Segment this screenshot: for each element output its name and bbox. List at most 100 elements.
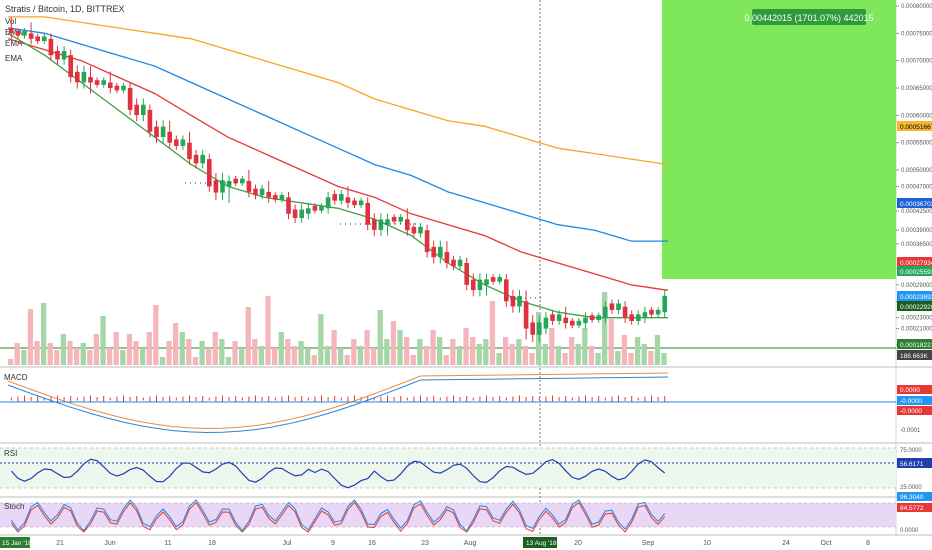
candle-body — [35, 36, 41, 42]
price-tick-label: 0.00050000 — [901, 168, 932, 174]
candle-body — [411, 226, 417, 234]
candle-body — [583, 317, 588, 324]
candle-body — [332, 194, 338, 201]
candle-body — [497, 277, 503, 282]
candle-body — [418, 226, 423, 234]
volume-bar — [503, 337, 509, 365]
candle-body — [490, 277, 496, 282]
candle-body — [622, 306, 628, 318]
volume-bar — [390, 321, 397, 365]
volume-bar — [608, 319, 614, 365]
candle-body — [649, 309, 654, 315]
price-badge-text: 0.00051667 — [900, 124, 932, 131]
price-tick-label: 0.00036500 — [901, 242, 932, 248]
candle-body — [15, 31, 21, 36]
volume-bar — [272, 348, 278, 365]
candle-body — [437, 246, 443, 258]
volume-bar — [291, 346, 298, 365]
volume-bar — [324, 346, 331, 365]
candle-body — [94, 80, 100, 85]
volume-bar — [140, 348, 146, 365]
time-tick-label: 11 — [164, 540, 171, 547]
candle-body — [180, 139, 186, 146]
volume-bar — [542, 344, 548, 365]
volume-bar — [588, 346, 595, 365]
candle-body — [127, 88, 133, 110]
svg-text:-0.0000: -0.0000 — [900, 408, 922, 415]
price-badge-text: 0.00023892 — [900, 294, 932, 301]
volume-bar — [430, 330, 436, 365]
time-tick-label: 18 — [208, 540, 216, 547]
volume-bar — [417, 339, 423, 365]
volume-bar — [126, 334, 133, 365]
price-badge-bg — [897, 301, 932, 311]
candle-body — [444, 252, 450, 263]
candle-body — [510, 296, 516, 307]
candle-body — [312, 205, 318, 211]
volume-bar — [470, 337, 476, 365]
candle-body — [246, 180, 252, 192]
volume-bar — [258, 346, 265, 365]
volume-bar — [569, 337, 575, 365]
volume-bar — [54, 350, 60, 365]
time-tick-label: Jun — [104, 540, 115, 547]
volume-bar — [80, 343, 86, 365]
svg-text:84.5772: 84.5772 — [900, 505, 924, 512]
volume-bar — [192, 357, 199, 365]
volume-bar — [107, 348, 113, 365]
macd-label: MACD — [4, 373, 28, 382]
price-badge-text: 0.00036703 — [900, 201, 932, 208]
stoch-tick-0: 0.0000 — [900, 528, 919, 534]
stoch-label: Stoch — [4, 502, 24, 511]
candle-body — [470, 279, 476, 291]
candle-body — [484, 279, 489, 285]
candle-body — [200, 154, 206, 164]
stoch-badge-2: 84.5772 — [897, 503, 932, 512]
volume-bar — [100, 316, 106, 365]
candle-body — [160, 126, 166, 137]
price-tick-label: 0.00055000 — [901, 141, 932, 147]
volume-bar — [199, 341, 205, 365]
volume-bar — [562, 353, 568, 365]
price-badge-text: 0.00022920 — [900, 304, 932, 311]
candle-body — [398, 216, 404, 222]
time-axis[interactable]: 21 Jun 11 18 Jul 9 16 23 Aug 20 Sep 10 24 Oct 8 — [56, 540, 870, 547]
candle-body — [213, 180, 219, 193]
svg-text:15 Jan '18: 15 Jan '18 — [2, 540, 32, 547]
rsi-line — [10, 458, 666, 489]
volume-bar — [146, 332, 152, 365]
candle-body — [55, 50, 60, 60]
volume-bar — [232, 341, 238, 365]
rsi-badge: 56.6171 — [897, 458, 932, 468]
price-badge-bg — [897, 266, 932, 276]
candle-body — [140, 104, 146, 116]
time-tick-label: 10 — [703, 540, 711, 547]
candle-body — [371, 219, 377, 230]
rsi-tick-75: 75.0000 — [900, 448, 922, 454]
candle-body — [286, 197, 291, 214]
candle-body — [41, 36, 47, 42]
price-tick-label: 0.00070000 — [901, 59, 932, 65]
volume-bar — [404, 337, 410, 365]
volume-bar — [331, 330, 337, 365]
price-badge-text: 188.663K — [900, 353, 928, 360]
price-badge-bg — [897, 198, 932, 208]
time-tick-label: 16 — [368, 540, 376, 547]
time-tick-label: 20 — [574, 540, 582, 547]
candle-body — [523, 301, 529, 329]
candle-body — [193, 154, 199, 164]
volume-bar — [516, 339, 522, 365]
candle-body — [391, 216, 397, 222]
candle-body — [616, 303, 621, 311]
candle-body — [352, 200, 357, 206]
price-tick-label: 0.00060000 — [901, 113, 932, 119]
svg-text:56.6171: 56.6171 — [900, 461, 924, 468]
volume-bar — [621, 335, 628, 365]
volume-bar — [536, 312, 542, 365]
rsi-tick-25: 25.0000 — [900, 485, 922, 491]
price-badge-bg — [897, 339, 932, 349]
rsi-pane — [0, 447, 896, 489]
volume-bar — [522, 346, 529, 365]
candle-body — [68, 55, 74, 78]
